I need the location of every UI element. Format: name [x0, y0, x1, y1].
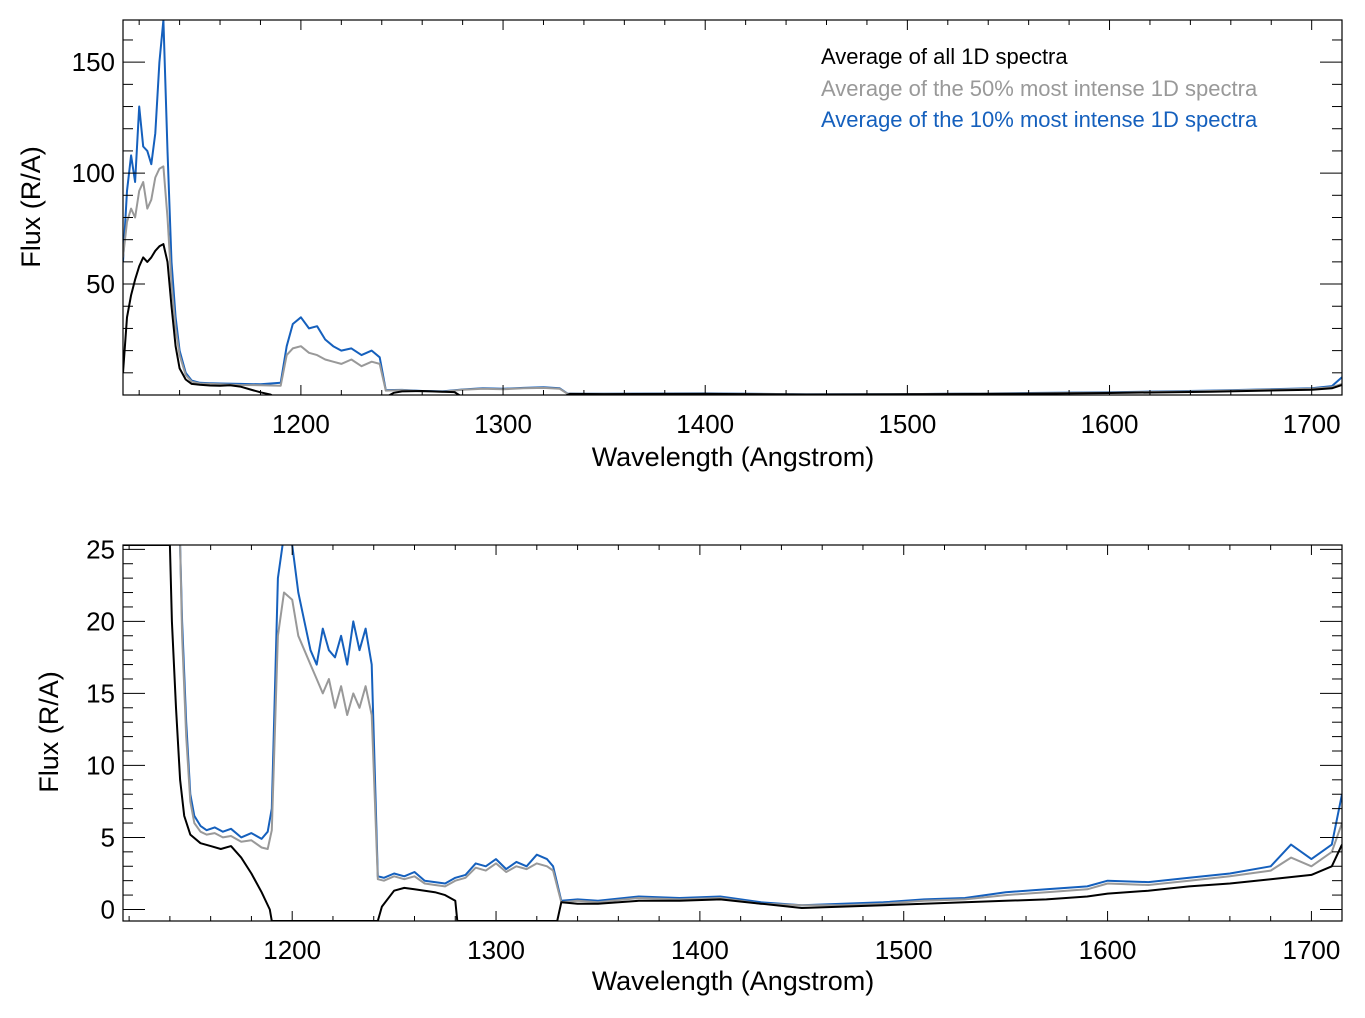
bottom-ticks-layer: 1200 1300 1400 1500 1600 1700 0 5 10 15 20 25 — [86, 534, 1342, 965]
top-x-tick-label: 1600 — [1081, 409, 1139, 439]
bottom-y-tick-label: 15 — [86, 678, 115, 708]
bottom-x-tick-label: 1200 — [263, 935, 321, 965]
bottom-y-tick-label: 5 — [101, 822, 115, 852]
legend-entry-10pct: Average of the 10% most intense 1D spect… — [821, 107, 1258, 132]
bottom-series-line-0 — [179, 545, 1342, 907]
bottom-series-line-1 — [179, 545, 1342, 907]
top-ticks-layer: 1200 1300 1400 1500 1600 1700 50 100 150 — [72, 20, 1342, 439]
top-y-tick-label: 100 — [72, 158, 115, 188]
bottom-panel: 1200 1300 1400 1500 1600 1700 0 5 10 15 20 25 Wavel… — [34, 534, 1343, 996]
top-x-tick-label: 1700 — [1283, 409, 1341, 439]
top-plot-frame — [122, 19, 1343, 396]
legend: Average of all 1D spectra Average of the… — [821, 44, 1258, 132]
top-x-tick-label: 1500 — [878, 409, 936, 439]
top-x-tick-label: 1300 — [474, 409, 532, 439]
bottom-x-tick-label: 1600 — [1079, 935, 1137, 965]
bottom-y-tick-label: 0 — [101, 894, 115, 924]
bottom-y-tick-label: 10 — [86, 750, 115, 780]
top-y-axis-title: Flux (R/A) — [16, 146, 46, 268]
bottom-y-tick-label: 25 — [86, 534, 115, 564]
top-x-axis-title: Wavelength (Angstrom) — [592, 442, 875, 472]
top-series-line-2 — [123, 243, 1342, 395]
bottom-plot-frame — [122, 544, 1343, 922]
top-x-tick-label: 1200 — [272, 409, 330, 439]
legend-entry-all: Average of all 1D spectra — [821, 44, 1068, 69]
top-x-tick-label: 1400 — [676, 409, 734, 439]
bottom-x-axis-title: Wavelength (Angstrom) — [592, 966, 875, 996]
bottom-y-axis-title: Flux (R/A) — [34, 671, 64, 793]
top-series-layer — [123, 20, 1342, 395]
top-y-tick-label: 150 — [72, 47, 115, 77]
top-series-line-1 — [123, 165, 1342, 395]
legend-entry-50pct: Average of the 50% most intense 1D spect… — [821, 76, 1258, 101]
bottom-x-tick-label: 1500 — [875, 935, 933, 965]
top-y-tick-label: 50 — [86, 269, 115, 299]
bottom-y-tick-label: 20 — [86, 606, 115, 636]
bottom-x-tick-label: 1700 — [1283, 935, 1341, 965]
bottom-x-tick-label: 1300 — [467, 935, 525, 965]
bottom-series-layer — [123, 545, 1342, 921]
bottom-x-tick-label: 1400 — [671, 935, 729, 965]
top-panel: 1200 1300 1400 1500 1600 1700 50 100 150 Wavelen… — [16, 19, 1343, 472]
bottom-series-line-2 — [123, 545, 1342, 921]
